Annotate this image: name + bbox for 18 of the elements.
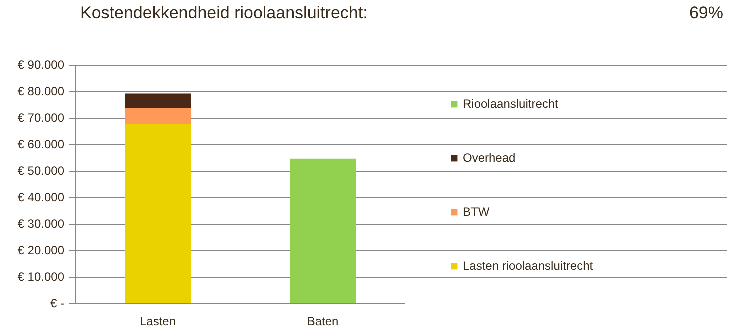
y-tick-label: € 80.000: [18, 84, 65, 99]
legend-label: Overhead: [463, 151, 516, 165]
y-tick-label: € 10.000: [18, 270, 65, 284]
y-tick-label: € 70.000: [18, 111, 65, 126]
text: 69%: [689, 4, 724, 22]
legend-label: BTW: [463, 205, 490, 219]
legend-label: Rioolaansluitrecht: [463, 97, 558, 111]
chart-title: Kostendekkendheid rioolaansluitrecht:: [80, 4, 368, 22]
x-tick-label: Lasten: [140, 314, 176, 328]
y-tick-label: € 40.000: [18, 190, 65, 205]
x-tick-label: Baten: [307, 314, 339, 328]
y-tick-label: € 50.000: [18, 164, 65, 178]
y-tick-label: € 90.000: [18, 58, 65, 72]
y-tick-label: € -: [50, 296, 65, 310]
y-tick-label: € 60.000: [18, 138, 65, 152]
y-tick-label: € 30.000: [18, 217, 65, 232]
y-tick-label: € 20.000: [18, 244, 65, 258]
legend-label: Lasten rioolaansluitrecht: [463, 259, 594, 273]
